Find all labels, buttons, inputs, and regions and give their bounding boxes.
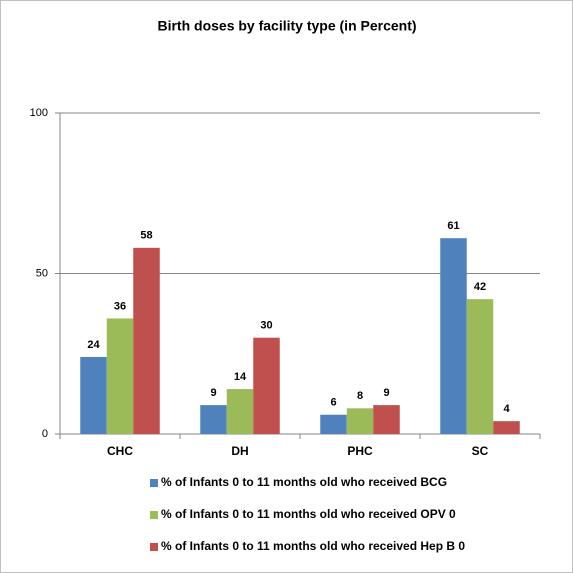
data-label: 36 [114,300,126,312]
x-tick-label: SC [472,444,489,458]
legend-swatch [150,479,158,487]
legend-label: % of Infants 0 to 11 months old who rece… [161,475,447,489]
bar [466,299,494,434]
bar [253,337,280,434]
x-tick-label: PHC [347,444,373,458]
data-label: 61 [447,220,459,232]
y-tick-label: 50 [36,267,48,279]
y-tick-label: 0 [42,428,48,440]
data-label: 8 [357,390,363,402]
data-label: 58 [140,230,152,242]
y-tick-label: 100 [30,107,48,119]
data-label: 4 [503,403,510,415]
chart-title: Birth doses by facility type (in Percent… [157,18,416,34]
bar [106,318,134,434]
data-label: 14 [234,371,247,383]
data-label: 9 [383,387,389,399]
legend-label: % of Infants 0 to 11 months old who rece… [161,507,456,521]
bar [493,421,520,434]
data-label: 30 [260,320,272,332]
x-tick-label: CHC [107,444,133,458]
bar [440,238,467,434]
bar [133,247,160,434]
bar [373,405,400,434]
bar [200,405,227,434]
bar [346,408,374,434]
x-tick-label: DH [231,444,248,458]
data-label: 24 [87,339,100,351]
data-label: 9 [210,387,216,399]
data-label: 42 [474,281,486,293]
data-label: 6 [330,397,336,409]
bar [320,414,347,434]
bar [226,389,254,434]
legend-swatch [150,511,158,519]
legend-label: % of Infants 0 to 11 months old who rece… [161,539,465,553]
bar [80,356,107,434]
legend-swatch [150,543,158,551]
